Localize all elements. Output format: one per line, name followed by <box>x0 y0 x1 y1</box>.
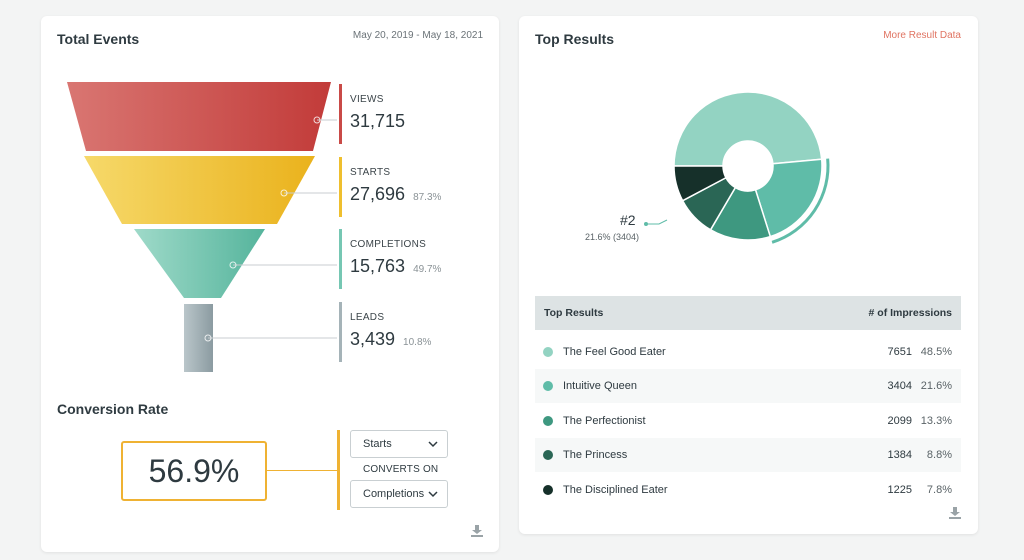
stage-completions: COMPLETIONS 15,763 49.7% <box>339 229 441 289</box>
converts-on-label: CONVERTS ON <box>363 464 439 475</box>
from-event-value: Starts <box>363 438 392 450</box>
result-impressions: 2099 <box>887 415 912 427</box>
stage-value: 15,763 <box>350 256 406 276</box>
funnel-chart <box>67 82 337 372</box>
marker-leads <box>204 334 212 342</box>
download-icon[interactable] <box>470 524 484 538</box>
result-name: The Disciplined Eater <box>563 484 668 496</box>
stage-value: 31,715 <box>350 111 406 131</box>
result-impressions: 1225 <box>887 484 912 496</box>
chevron-down-icon <box>428 491 438 498</box>
table-row[interactable]: The Princess 1384 8.8% <box>535 438 961 472</box>
result-name: The Feel Good Eater <box>563 346 666 358</box>
legend-dot <box>543 450 553 460</box>
stage-label: LEADS <box>350 312 385 323</box>
stage-label: COMPLETIONS <box>350 239 427 250</box>
selected-rank: #2 <box>620 212 636 228</box>
top-results-card: Top Results More Result Data #2 21.6% (3… <box>519 16 978 534</box>
stage-percent: 49.7% <box>413 264 442 275</box>
more-result-data-link[interactable]: More Result Data <box>883 30 961 41</box>
result-impressions: 1384 <box>887 449 912 461</box>
result-name: Intuitive Queen <box>563 380 637 392</box>
stage-label: VIEWS <box>350 94 384 105</box>
selected-slice-arc <box>771 158 830 244</box>
result-percent: 8.8% <box>926 449 952 461</box>
selected-detail: 21.6% (3404) <box>585 232 640 242</box>
funnel-segment-completions[interactable] <box>134 229 265 298</box>
marker-views <box>313 116 321 124</box>
stage-views: VIEWS 31,715 <box>339 84 413 144</box>
table-row[interactable]: The Perfectionist 2099 13.3% <box>535 404 961 438</box>
result-name: The Perfectionist <box>563 415 646 427</box>
result-percent: 21.6% <box>920 380 952 392</box>
annotation-dot <box>644 222 648 226</box>
result-percent: 48.5% <box>920 346 952 358</box>
results-table-header: Top Results # of Impressions <box>535 296 961 330</box>
result-percent: 13.3% <box>920 415 952 427</box>
stage-leads: LEADS 3,439 10.8% <box>339 302 431 362</box>
funnel-segment-starts[interactable] <box>84 156 315 224</box>
to-event-value: Completions <box>363 488 425 500</box>
stage-percent: 87.3% <box>413 192 442 203</box>
legend-dot <box>543 381 553 391</box>
stage-starts: STARTS 27,696 87.3% <box>339 157 441 217</box>
marker-starts <box>280 189 288 197</box>
result-name: The Princess <box>563 449 628 461</box>
marker-completions <box>229 261 237 269</box>
column-header-impressions: # of Impressions <box>868 307 952 319</box>
donut-slice[interactable] <box>754 158 823 238</box>
stage-value: 3,439 <box>350 329 396 349</box>
result-percent: 7.8% <box>926 484 952 496</box>
result-impressions: 3404 <box>887 380 912 392</box>
funnel-segment-views[interactable] <box>67 82 331 151</box>
date-range: May 20, 2019 - May 18, 2021 <box>352 30 483 41</box>
chevron-down-icon <box>428 441 438 448</box>
total-events-title: Total Events <box>57 31 140 47</box>
legend-dot <box>543 416 553 426</box>
donut-slice[interactable] <box>673 91 823 167</box>
annotation-leader <box>646 219 668 225</box>
conversion-bracket <box>337 430 340 510</box>
donut-slice[interactable] <box>673 165 727 202</box>
table-row[interactable]: The Feel Good Eater 7651 48.5% <box>535 335 961 369</box>
total-events-card: Total Events May 20, 2019 - May 18, 2021 <box>41 16 499 552</box>
donut-chart <box>644 91 830 244</box>
column-header-name: Top Results <box>544 307 604 319</box>
stage-label: STARTS <box>350 167 391 178</box>
result-impressions: 7651 <box>887 346 912 358</box>
stage-percent: 10.8% <box>403 337 432 348</box>
to-event-select[interactable]: Completions <box>350 480 448 508</box>
download-icon[interactable] <box>948 506 962 520</box>
conversion-rate-title: Conversion Rate <box>57 401 169 417</box>
table-row[interactable]: The Disciplined Eater 1225 7.8% <box>535 473 961 507</box>
table-row[interactable]: Intuitive Queen 3404 21.6% <box>535 369 961 403</box>
stage-value: 27,696 <box>350 184 406 204</box>
conversion-rate-value: 56.9% <box>121 441 267 501</box>
conversion-connector <box>267 470 337 471</box>
legend-dot <box>543 347 553 357</box>
top-results-title: Top Results <box>535 31 615 47</box>
legend-dot <box>543 485 553 495</box>
from-event-select[interactable]: Starts <box>350 430 448 458</box>
